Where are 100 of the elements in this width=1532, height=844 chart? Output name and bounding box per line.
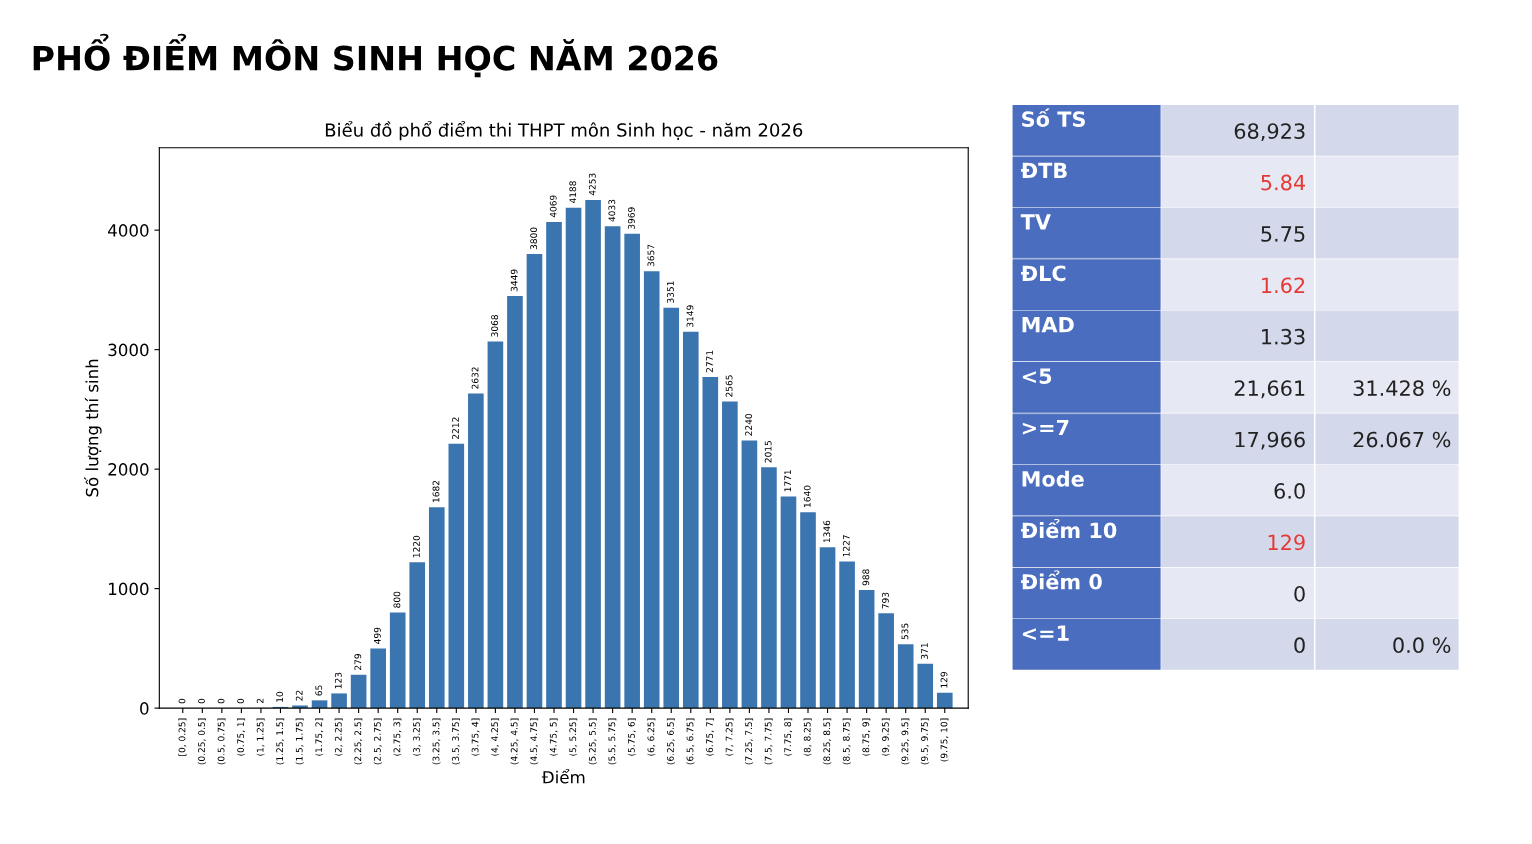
text: 5.84 [1261, 174, 1306, 191]
data-label: 10 [276, 691, 284, 702]
category-label: Số TS [1022, 108, 1085, 127]
data-label: 4188 [569, 181, 577, 204]
category-label: Mode [1022, 470, 1084, 487]
x-tick-label: [0, 0.25] [178, 718, 187, 756]
x-tick-label: (9.25, 9.5] [901, 718, 910, 765]
data-label: 0 [217, 698, 225, 704]
text: 26.067 % [1353, 431, 1451, 448]
data-label: 3969 [627, 207, 635, 229]
text: 68,923 [1234, 123, 1305, 142]
x-tick-label: (6.25, 6.5] [666, 718, 675, 765]
x-tick-label: (9, 9.25] [881, 718, 890, 756]
x-tick-label: (4.25, 4.5] [510, 718, 519, 765]
y-tick-label: 1000 [109, 582, 149, 596]
data-label: 371 [921, 643, 928, 659]
y-axis-title: Số lượng thí sinh [84, 359, 102, 497]
x-tick-label: (5, 5.25] [569, 718, 578, 756]
data-label: 3800 [530, 227, 538, 250]
x-tick-label: (6.75, 7] [705, 718, 714, 756]
x-tick-label: (3.25, 3.5] [432, 718, 441, 765]
data-label: 988 [862, 569, 870, 586]
category-label: <=1 [1022, 625, 1069, 641]
x-tick-label: (6.5, 6.75] [686, 718, 695, 765]
x-tick-label: (7.75, 8] [784, 718, 793, 756]
data-label: 2 [256, 698, 264, 704]
data-label: 3068 [491, 314, 499, 337]
x-tick-label: (3.5, 3.75] [451, 718, 460, 765]
category-label: >=7 [1022, 419, 1069, 436]
x-tick-label: (8, 8.25] [803, 718, 812, 756]
x-tick-label: (9.75, 10] [940, 718, 949, 762]
text: 17,966 [1235, 431, 1305, 450]
data-label: 4253 [588, 173, 596, 196]
data-label: 535 [901, 623, 909, 640]
category-label: TV [1020, 214, 1051, 230]
text: 129 [1268, 534, 1305, 551]
x-tick-label: (2, 2.25] [334, 718, 343, 756]
y-tick-label: 3000 [108, 343, 149, 357]
text: 21,661 [1234, 380, 1305, 399]
data-label: 3449 [510, 269, 518, 292]
x-tick-label: (7.25, 7.5] [745, 718, 754, 765]
text: 31.428 % [1353, 380, 1451, 397]
x-tick-label: (9.5, 9.75] [920, 718, 929, 765]
x-tick-label: (1.5, 1.75] [295, 718, 304, 765]
data-label: 65 [315, 685, 323, 696]
category-label: Điểm 0 [1021, 570, 1102, 590]
data-label: 2212 [452, 417, 459, 439]
data-label: 1771 [784, 470, 791, 492]
data-label: 2771 [706, 350, 713, 373]
x-tick-label: (7.5, 7.75] [764, 718, 773, 765]
data-label: 1227 [842, 535, 850, 557]
text: 1.33 [1262, 328, 1305, 345]
text: 0.0 % [1393, 637, 1451, 654]
data-label: 800 [393, 591, 401, 608]
x-tick-label: (7, 7.25] [725, 718, 734, 756]
data-label: 1220 [413, 535, 420, 558]
data-label: 1682 [432, 480, 440, 502]
category-label: <5 [1022, 368, 1052, 384]
x-tick-label: (5.75, 6] [627, 718, 636, 756]
x-tick-label: (5.5, 5.75] [608, 718, 617, 765]
data-label: 4069 [549, 195, 557, 218]
x-tick-label: (6, 6.25] [647, 718, 656, 756]
x-tick-label: (3, 3.25] [412, 718, 421, 756]
y-tick-label: 0 [140, 702, 149, 715]
x-tick-label: (8.75, 9] [862, 718, 871, 756]
data-label: 1346 [823, 520, 831, 543]
data-label: 4033 [608, 199, 616, 222]
data-label: 0 [198, 698, 205, 704]
text: 0 [1294, 585, 1305, 602]
data-label: 793 [881, 592, 889, 609]
category-label: Điểm 10 [1021, 518, 1117, 539]
data-label: 123 [334, 672, 342, 689]
y-tick-label: 2000 [108, 463, 149, 476]
x-tick-label: (8.5, 8.75] [842, 718, 851, 765]
text: 1.62 [1262, 277, 1305, 294]
x-tick-label: (2.75, 3] [393, 718, 402, 756]
x-tick-label: (1.25, 1.5] [276, 718, 285, 765]
x-tick-label: (2.25, 2.5] [354, 718, 363, 765]
x-tick-label: (0.75, 1] [237, 718, 246, 756]
data-label: 3149 [686, 305, 694, 327]
data-label: 3657 [647, 244, 655, 267]
category-label: ĐLC [1021, 265, 1066, 282]
x-tick-label: (4, 4.25] [491, 718, 500, 756]
text: 6.0 [1274, 483, 1305, 499]
data-label: 279 [354, 654, 362, 670]
text: 5.75 [1261, 226, 1305, 242]
x-tick-label: (0.25, 0.5] [197, 718, 206, 765]
data-label: 1640 [803, 485, 811, 507]
x-tick-label: (3.75, 4] [471, 718, 480, 756]
chart-subtitle: Biểu đồ phổ điểm thi THPT môn Sinh học - năm 2026 [325, 121, 803, 141]
x-tick-label: (1, 1.25] [256, 718, 265, 756]
x-axis-title: Điểm [541, 768, 585, 784]
y-tick-label: 4000 [108, 224, 149, 237]
data-label: 2565 [725, 375, 733, 397]
text: 0 [1294, 637, 1305, 654]
data-label: 2632 [471, 367, 479, 389]
data-label: 0 [178, 698, 186, 704]
data-label: 22 [295, 690, 303, 701]
x-tick-label: (1.75, 2] [315, 718, 324, 756]
x-tick-label: (4.5, 4.75] [530, 718, 539, 765]
